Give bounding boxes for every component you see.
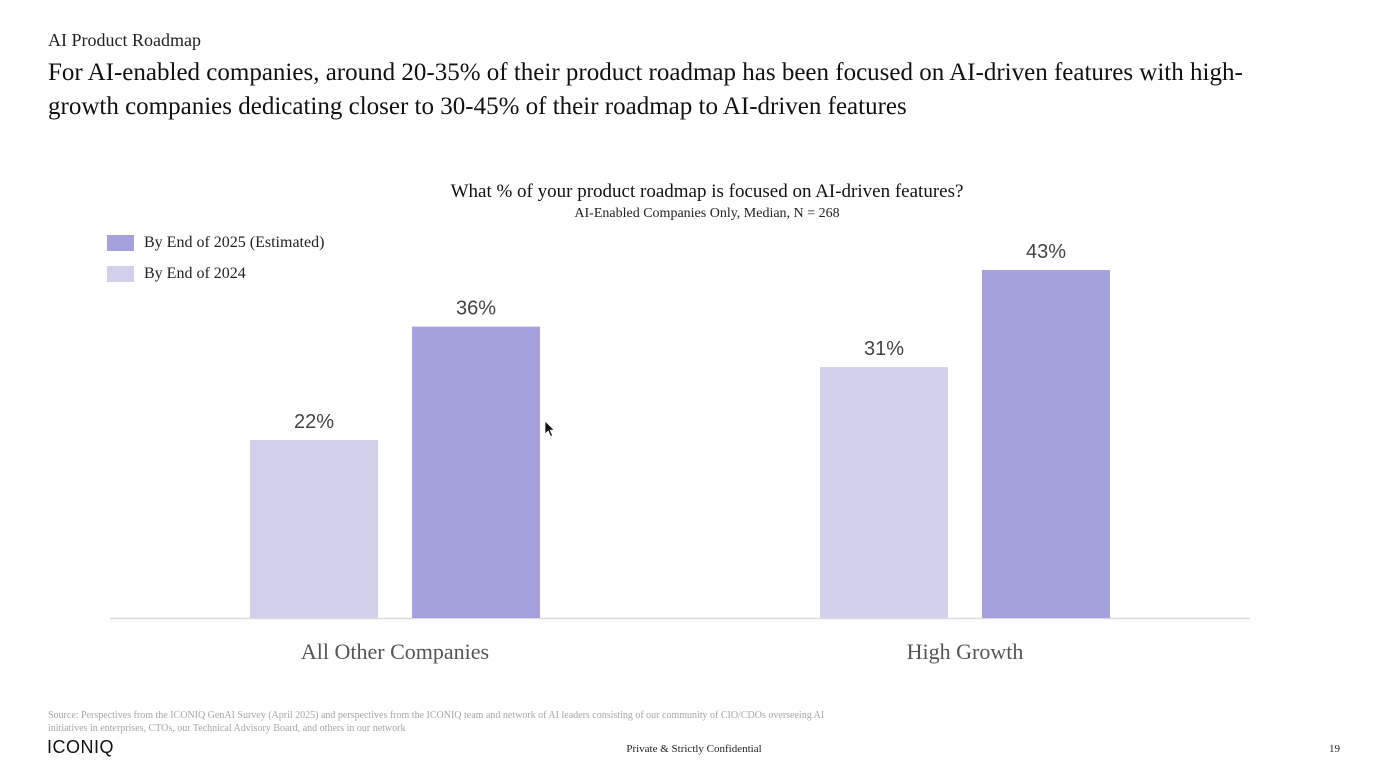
legend-label-2025: By End of 2025 (Estimated) — [144, 233, 325, 251]
legend-item-2024: By End of 2024 — [107, 258, 324, 289]
section-label: AI Product Roadmap — [48, 30, 201, 50]
bar-2024-all-other — [250, 439, 378, 618]
data-label: 36% — [456, 298, 496, 320]
legend-item-2025: By End of 2025 (Estimated) — [107, 227, 324, 258]
chart-title: What % of your product roadmap is focuse… — [450, 181, 964, 202]
legend-label-2024: By End of 2024 — [144, 264, 246, 282]
bar-2025-all-other — [412, 326, 540, 618]
data-label: 22% — [294, 411, 334, 433]
footer-source-note: Source: Perspectives from the ICONIQ Gen… — [48, 710, 825, 734]
page-number: 19 — [1329, 743, 1340, 755]
page-headline: For AI-enabled companies, around 20-35% … — [48, 59, 1243, 120]
mouse-cursor-icon — [544, 420, 556, 438]
chart-legend: By End of 2025 (Estimated) By End of 202… — [107, 227, 324, 289]
bar-2025-high-growth — [982, 270, 1110, 618]
bar-2024-high-growth — [820, 367, 948, 618]
legend-swatch-2025 — [107, 234, 134, 251]
confidential-notice: Private & Strictly Confidential — [626, 743, 762, 755]
legend-swatch-2024 — [107, 265, 134, 282]
category-label: High Growth — [907, 639, 1024, 664]
data-label: 31% — [864, 338, 904, 360]
category-label: All Other Companies — [301, 639, 489, 664]
data-label: 43% — [1026, 241, 1066, 263]
iconiq-logo: ICONIQ — [47, 737, 115, 757]
chart-subtitle: AI-Enabled Companies Only, Median, N = 2… — [574, 206, 840, 221]
